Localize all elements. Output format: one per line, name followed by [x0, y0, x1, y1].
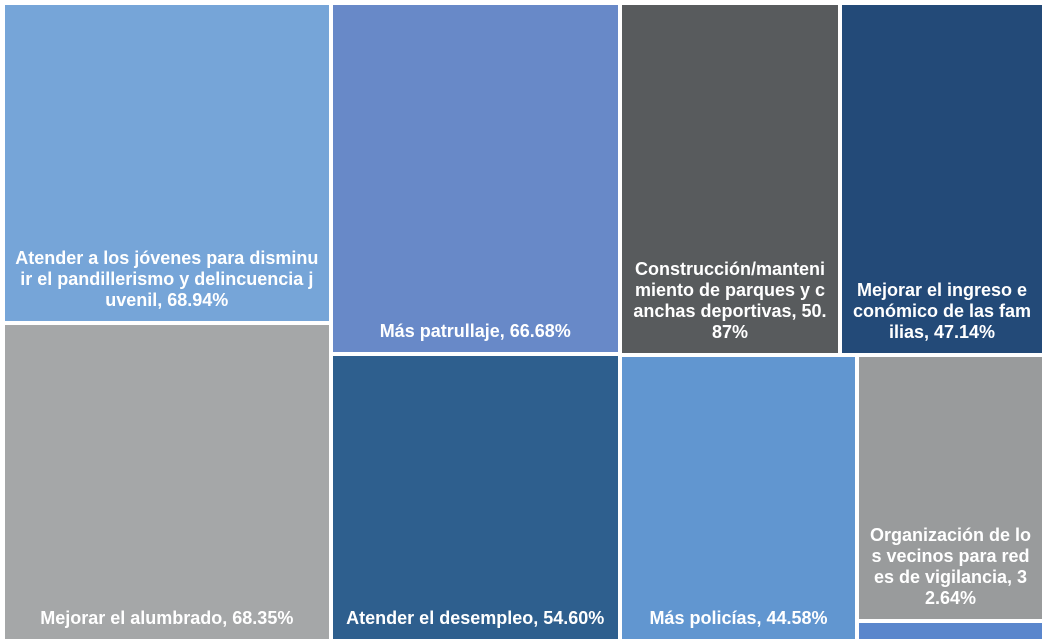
- cell-label: Construcción/mantenimiento de parques y …: [632, 259, 828, 343]
- category-name: Organización de los vecinos para redes d…: [870, 524, 1032, 587]
- cell-label: Mejorar el alumbrado, 68.35%: [40, 608, 293, 629]
- value-label: 50.87%: [711, 300, 827, 342]
- value-label: 47.14%: [933, 321, 996, 342]
- value-label: 44.58%: [766, 607, 828, 628]
- category-name: Más patrullaje,: [379, 320, 505, 341]
- treemap-cell: [859, 622, 1042, 639]
- treemap-cell: Atender a los jóvenes para disminuir el …: [5, 5, 329, 322]
- value-label: 32.64%: [925, 566, 1028, 608]
- cell-label: Organización de los vecinos para redes d…: [869, 525, 1032, 609]
- treemap-cell: Organización de los vecinos para redes d…: [859, 356, 1042, 619]
- category-name: Construcción/mantenimiento de parques y …: [633, 258, 826, 321]
- category-name: Atender a los jóvenes para disminuir el …: [15, 248, 319, 311]
- category-name: Mejorar el alumbrado,: [40, 607, 228, 628]
- cell-label: Mejorar el ingreso económico de las fami…: [852, 280, 1032, 343]
- value-label: 68.94%: [167, 290, 229, 311]
- value-label: 54.60%: [543, 607, 605, 628]
- cell-label: Más patrullaje, 66.68%: [380, 321, 571, 342]
- value-label: 68.35%: [232, 607, 294, 628]
- category-name: Más policías,: [649, 607, 762, 628]
- value-label: 66.68%: [509, 320, 571, 341]
- treemap-cell: Más patrullaje, 66.68%: [332, 5, 618, 352]
- category-name: Mejorar el ingreso económico de las fami…: [852, 279, 1032, 342]
- treemap-cell: Atender el desempleo, 54.60%: [332, 355, 618, 639]
- cell-label: Atender a los jóvenes para disminuir el …: [15, 248, 319, 311]
- treemap-cell: Mejorar el ingreso económico de las fami…: [842, 5, 1042, 353]
- treemap-cell: Construcción/mantenimiento de parques y …: [621, 5, 839, 353]
- cell-label: Atender el desempleo, 54.60%: [346, 608, 604, 629]
- category-name: Atender el desempleo,: [346, 607, 539, 628]
- treemap-cell: Más policías, 44.58%: [621, 356, 856, 639]
- treemap-cell: Mejorar el alumbrado, 68.35%: [5, 325, 329, 639]
- cell-label: Más policías, 44.58%: [649, 608, 827, 629]
